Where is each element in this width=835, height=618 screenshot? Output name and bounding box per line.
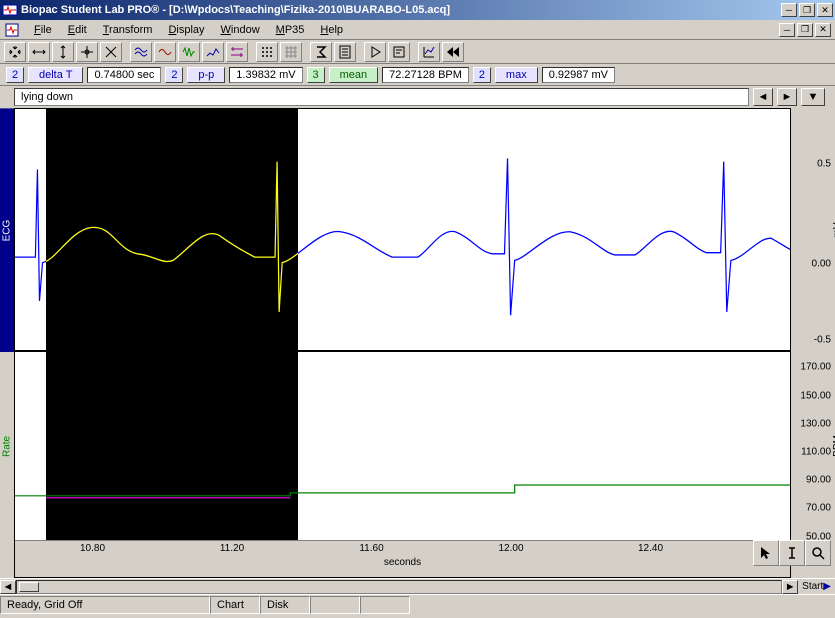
- ibeam-tool[interactable]: [779, 540, 805, 566]
- tool-compare[interactable]: [226, 42, 248, 62]
- ecg-plot[interactable]: [15, 109, 790, 352]
- tool-wave2[interactable]: [178, 42, 200, 62]
- x-axis-label: seconds: [384, 557, 421, 568]
- menu-edit[interactable]: Edit: [60, 22, 95, 38]
- tool-zoom-vert[interactable]: [52, 42, 74, 62]
- event-next-button[interactable]: ►: [777, 88, 797, 106]
- mdi-close[interactable]: ✕: [815, 23, 831, 37]
- event-dropdown-button[interactable]: ▼: [801, 88, 825, 106]
- tool-center[interactable]: [76, 42, 98, 62]
- start-button[interactable]: Start▶: [798, 581, 835, 592]
- tool-journal[interactable]: [334, 42, 356, 62]
- rate-plot[interactable]: [15, 352, 790, 539]
- scroll-track[interactable]: [16, 580, 782, 594]
- scroll-left-button[interactable]: ◄: [0, 580, 16, 594]
- tool-grid-lines[interactable]: [280, 42, 302, 62]
- mdi-minimize[interactable]: ─: [779, 23, 795, 37]
- tool-wave3[interactable]: [202, 42, 224, 62]
- meas-1-value: 1.39832 mV: [229, 67, 302, 83]
- menu-file[interactable]: File: [26, 22, 60, 38]
- meas-3-channel[interactable]: 2: [473, 67, 491, 83]
- maximize-button[interactable]: ❐: [799, 3, 815, 17]
- selection-region-rate: [46, 352, 298, 539]
- titlebar: Biopac Student Lab PRO® - [D:\Wpdocs\Tea…: [0, 0, 835, 20]
- doc-icon: [4, 22, 20, 38]
- chart-area: ECG Rate 10.8011.2011.6012.0012.4012.80 …: [0, 108, 835, 578]
- tool-rewind[interactable]: [442, 42, 464, 62]
- menu-window[interactable]: Window: [213, 22, 268, 38]
- channel-labels: ECG Rate: [0, 108, 14, 578]
- rate-y-axis: 170.00150.00130.00110.0090.0070.0050.00 …: [791, 352, 835, 540]
- mdi-controls: ─ ❐ ✕: [779, 23, 831, 37]
- scroll-right-button[interactable]: ►: [782, 580, 798, 594]
- event-bar: ◄ ► ▼: [0, 86, 835, 108]
- meas-0-channel[interactable]: 2: [6, 67, 24, 83]
- menu-display[interactable]: Display: [160, 22, 212, 38]
- meas-3-function[interactable]: max: [495, 67, 538, 83]
- zoom-tool[interactable]: [805, 540, 831, 566]
- scroll-thumb[interactable]: [19, 582, 39, 592]
- ecg-channel-label[interactable]: ECG: [0, 108, 14, 352]
- tool-zoom-horiz[interactable]: [28, 42, 50, 62]
- menu-help[interactable]: Help: [312, 22, 351, 38]
- tool-sigma[interactable]: [310, 42, 332, 62]
- tool-annotate[interactable]: [388, 42, 410, 62]
- window-controls: ─ ❐ ✕: [781, 3, 833, 17]
- selection-region: [46, 109, 298, 350]
- app-icon: [2, 2, 18, 18]
- meas-0-value: 0.74800 sec: [87, 67, 161, 83]
- status-ready: Ready, Grid Off: [0, 596, 210, 614]
- horizontal-scrollbar: ◄ ► Start▶: [0, 578, 835, 594]
- close-button[interactable]: ✕: [817, 3, 833, 17]
- y-axes: 0.50.00-0.5 mV 170.00150.00130.00110.009…: [791, 108, 835, 578]
- mdi-restore[interactable]: ❐: [797, 23, 813, 37]
- toolbar: [0, 40, 835, 64]
- menu-transform[interactable]: Transform: [95, 22, 161, 38]
- rate-channel-label[interactable]: Rate: [0, 352, 14, 540]
- tool-grid-dots[interactable]: [256, 42, 278, 62]
- meas-3-value: 0.92987 mV: [542, 67, 615, 83]
- window-title: Biopac Student Lab PRO® - [D:\Wpdocs\Tea…: [21, 4, 781, 16]
- status-chart: Chart: [210, 596, 260, 614]
- tool-graph[interactable]: [418, 42, 440, 62]
- tool-arrows-in[interactable]: [4, 42, 26, 62]
- menubar: File Edit Transform Display Window MP35 …: [0, 20, 835, 40]
- event-label-input[interactable]: [14, 88, 749, 106]
- status-disk: Disk: [260, 596, 310, 614]
- menu-mp35[interactable]: MP35: [268, 22, 313, 38]
- cursor-tools: [753, 540, 831, 566]
- tool-overlap[interactable]: [130, 42, 152, 62]
- status-spare2: [360, 596, 410, 614]
- meas-2-value: 72.27128 BPM: [382, 67, 469, 83]
- tool-wave1[interactable]: [154, 42, 176, 62]
- statusbar: Ready, Grid Off Chart Disk: [0, 594, 835, 614]
- meas-1-channel[interactable]: 2: [165, 67, 183, 83]
- tool-autoscale[interactable]: [100, 42, 122, 62]
- meas-2-channel[interactable]: 3: [307, 67, 325, 83]
- tool-play[interactable]: [364, 42, 386, 62]
- arrow-tool[interactable]: [753, 540, 779, 566]
- meas-0-function[interactable]: delta T: [28, 67, 83, 83]
- measurement-bar: 2 delta T 0.74800 sec 2 p-p 1.39832 mV 3…: [0, 64, 835, 86]
- ecg-y-axis: 0.50.00-0.5 mV: [791, 108, 835, 352]
- minimize-button[interactable]: ─: [781, 3, 797, 17]
- status-spare1: [310, 596, 360, 614]
- x-axis: 10.8011.2011.6012.0012.4012.80 seconds: [15, 540, 790, 577]
- meas-1-function[interactable]: p-p: [187, 67, 225, 83]
- plot-stack: 10.8011.2011.6012.0012.4012.80 seconds: [14, 108, 791, 578]
- event-prev-button[interactable]: ◄: [753, 88, 773, 106]
- meas-2-function[interactable]: mean: [329, 67, 379, 83]
